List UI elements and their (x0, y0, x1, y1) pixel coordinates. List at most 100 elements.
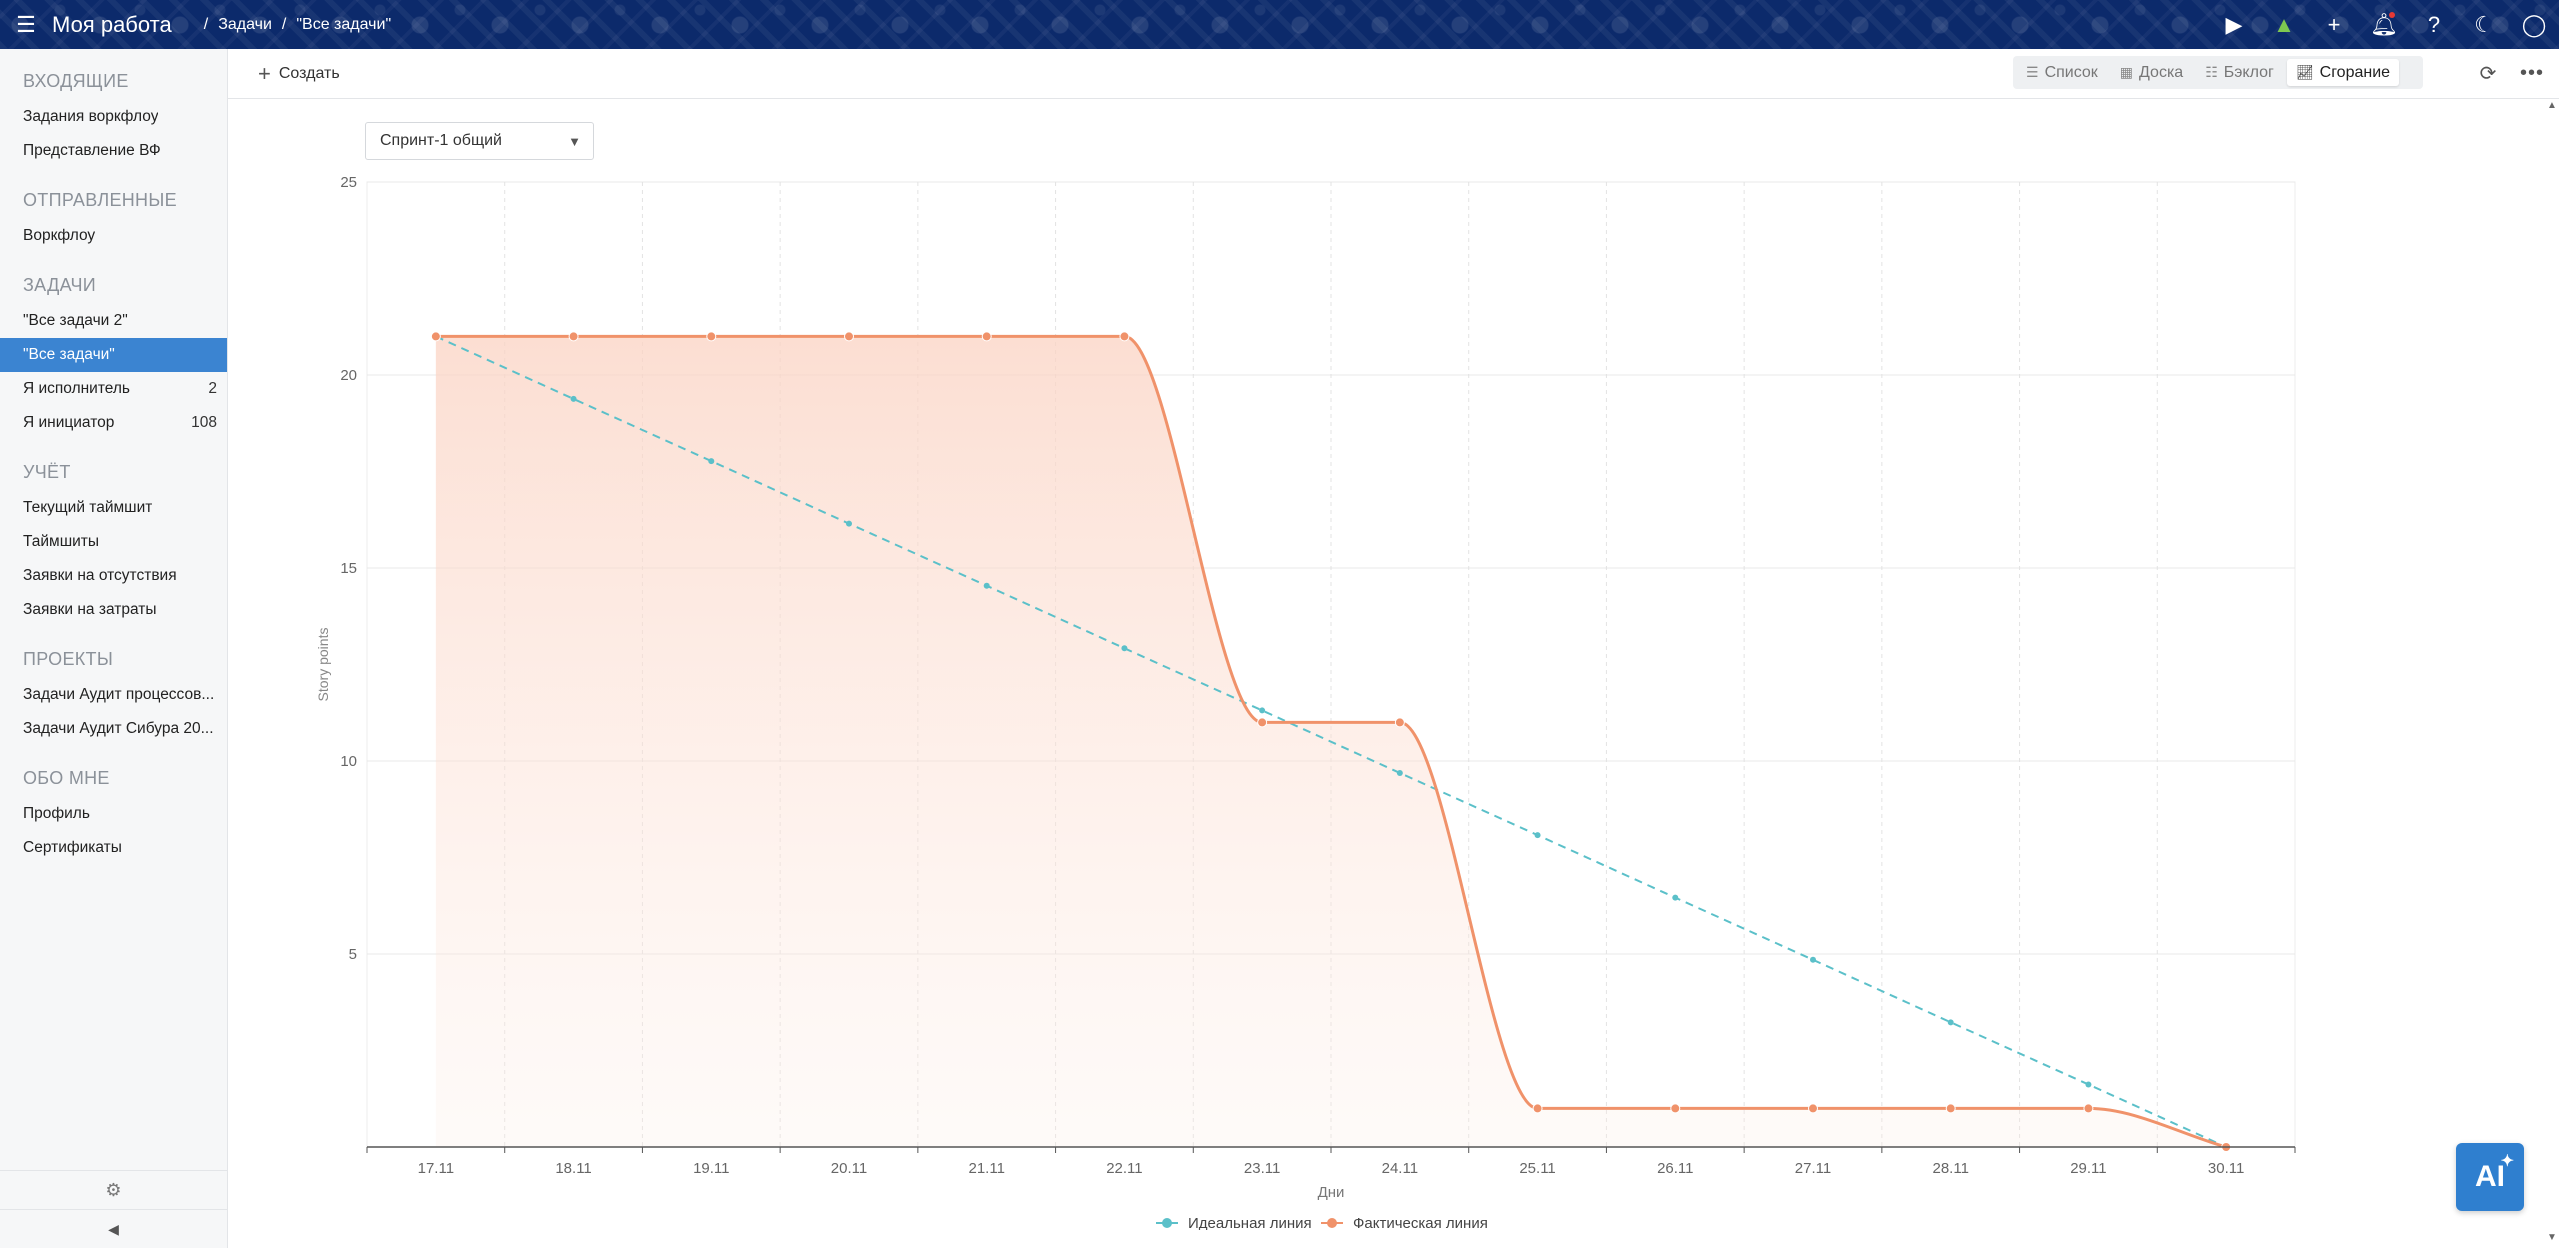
ideal-point[interactable] (983, 582, 990, 589)
actual-point[interactable] (1670, 1103, 1681, 1114)
moon-icon[interactable]: ☾ (2474, 11, 2494, 37)
sidebar-section-title: ПРОЕКТЫ (23, 649, 114, 669)
x-tick-label: 26.11 (1657, 1160, 1693, 1177)
actual-point[interactable] (706, 331, 717, 342)
ideal-point[interactable] (1259, 707, 1266, 714)
tab-burndown[interactable]: 📈︎ Сгорание (2286, 59, 2400, 86)
sidebar-item[interactable]: Таймшиты (0, 525, 227, 559)
sidebar-item-label: Представление ВФ (23, 142, 161, 159)
plus-icon: + (258, 60, 271, 86)
tab-backlog[interactable]: ☷ Бэклог (2196, 59, 2283, 86)
play-icon[interactable]: ▶ (2225, 11, 2243, 37)
ideal-point[interactable] (1121, 645, 1128, 652)
sparkle-icon: ✦ (2500, 1153, 2514, 1170)
refresh-icon[interactable]: ⟳ (2479, 63, 2497, 85)
breadcrumb-item-tasks[interactable]: Задачи (218, 15, 272, 33)
plus-icon[interactable]: + (2327, 11, 2341, 37)
tab-burndown-label: Сгорание (2319, 63, 2391, 81)
actual-point[interactable] (1394, 717, 1405, 728)
ideal-point[interactable] (570, 395, 577, 402)
sidebar-item[interactable]: Текущий таймшит (0, 491, 227, 525)
sidebar-item-label: Воркфлоу (23, 227, 96, 244)
sidebar-section-title: ОТПРАВЛЕННЫЕ (23, 190, 177, 210)
ideal-point[interactable] (1534, 832, 1541, 839)
sidebar-item-label: Я исполнитель (23, 380, 130, 397)
actual-point[interactable] (1532, 1103, 1543, 1114)
actual-line (435, 334, 2227, 1149)
ideal-point[interactable] (708, 458, 715, 465)
sidebar-item-label: Задачи Аудит процессов... (23, 686, 215, 703)
x-tick-label: 19.11 (693, 1160, 729, 1177)
y-tick-label: 5 (349, 946, 357, 963)
sidebar-section-title: ЗАДАЧИ (23, 275, 97, 295)
tree-icon[interactable]: ▲ (2273, 11, 2295, 37)
legend-item[interactable]: Идеальная линия (1156, 1215, 1312, 1230)
actual-point[interactable] (2083, 1103, 2094, 1114)
x-tick-label: 27.11 (1795, 1160, 1831, 1177)
ideal-point[interactable] (1947, 1019, 1954, 1026)
more-options-icon[interactable]: ••• (2519, 62, 2544, 84)
actual-point[interactable] (981, 331, 992, 342)
user-avatar-icon[interactable]: ◯ (2521, 11, 2547, 37)
sidebar-item-label: Я инициатор (23, 414, 115, 431)
sidebar: ВХОДЯЩИЕ Задания воркфлоу Представление ВФ… (0, 49, 228, 1248)
tab-backlog-label: Бэклог (2223, 63, 2274, 81)
sidebar-item[interactable]: Сертификаты (0, 831, 227, 865)
help-icon[interactable]: ? (2427, 11, 2441, 37)
ai-assistant-button[interactable]: AI ✦ (2456, 1143, 2524, 1211)
settings-gear-icon[interactable]: ⚙ (0, 1170, 227, 1209)
actual-point[interactable] (1945, 1103, 1956, 1114)
create-button[interactable]: + Создать (258, 49, 340, 98)
legend-label: Идеальная линия (1188, 1215, 1312, 1230)
ideal-line (435, 335, 2227, 1148)
sidebar-item-label: Заявки на отсутствия (23, 567, 177, 584)
actual-point[interactable] (1119, 331, 1130, 342)
sidebar-item[interactable]: "Все задачи 2" (0, 304, 227, 338)
x-tick-label: 30.11 (2208, 1160, 2244, 1177)
ideal-point[interactable] (846, 520, 852, 527)
bell-icon[interactable]: 🔔︎ (2370, 11, 2398, 37)
sidebar-item[interactable]: Задачи Аудит Сибура 20... (0, 712, 227, 746)
tab-list[interactable]: ☰ Список (2017, 59, 2107, 86)
ideal-point[interactable] (1396, 769, 1403, 776)
x-tick-label: 18.11 (555, 1160, 591, 1177)
scroll-up-arrow-icon[interactable]: ▲ (2547, 100, 2557, 111)
breadcrumb-item-current: "Все задачи" (296, 15, 392, 33)
toolbar: + Создать ☰ Список ▦ Доска ☷ Бэклог 📈︎ С… (228, 49, 2559, 99)
x-tick-label: 28.11 (1932, 1160, 1968, 1177)
actual-point[interactable] (1808, 1103, 1818, 1114)
sidebar-item[interactable]: Заявки на отсутствия (0, 559, 227, 593)
sidebar-item[interactable]: Воркфлоу (0, 219, 227, 253)
sidebar-item[interactable]: Заявки на затраты (0, 593, 227, 627)
view-switcher: ☰ Список ▦ Доска ☷ Бэклог 📈︎ Сгорание (2013, 56, 2423, 89)
actual-point[interactable] (430, 331, 441, 342)
legend-label: Фактическая линия (1353, 1215, 1488, 1230)
breadcrumb-separator: / (281, 15, 287, 33)
x-tick-label: 21.11 (968, 1160, 1004, 1177)
collapse-sidebar-icon[interactable]: ◀ (0, 1209, 227, 1248)
hamburger-menu-icon[interactable]: ☰ (16, 11, 36, 37)
app-title[interactable]: Моя работа (52, 11, 172, 37)
sidebar-item-count: 108 (191, 414, 217, 431)
y-tick-label: 15 (340, 560, 357, 577)
ideal-point[interactable] (1672, 894, 1679, 901)
sprint-select[interactable]: Спринт-1 общий ▼ (365, 122, 594, 160)
sidebar-item[interactable]: Задачи Аудит процессов... (0, 678, 227, 712)
tab-board[interactable]: ▦ Доска (2111, 59, 2192, 86)
sidebar-item[interactable]: Профиль (0, 797, 227, 831)
ideal-point[interactable] (1810, 956, 1816, 963)
sidebar-item[interactable]: "Все задачи" (0, 338, 227, 372)
sidebar-item[interactable]: Я исполнитель 2 (0, 372, 227, 406)
actual-point[interactable] (1257, 717, 1268, 728)
x-axis-title: Дни (1318, 1184, 1345, 1201)
actual-point[interactable] (844, 331, 854, 342)
legend-item[interactable]: Фактическая линия (1321, 1215, 1488, 1230)
ideal-point[interactable] (2085, 1081, 2092, 1088)
sidebar-item[interactable]: Представление ВФ (0, 134, 227, 168)
actual-point[interactable] (568, 331, 579, 342)
list-icon: ☰ (2026, 64, 2039, 80)
scroll-down-arrow-icon[interactable]: ▼ (2547, 1232, 2557, 1243)
sidebar-section-title: ОБО МНЕ (23, 768, 110, 788)
sidebar-item[interactable]: Я инициатор 108 (0, 406, 227, 440)
sidebar-item[interactable]: Задания воркфлоу (0, 100, 227, 134)
